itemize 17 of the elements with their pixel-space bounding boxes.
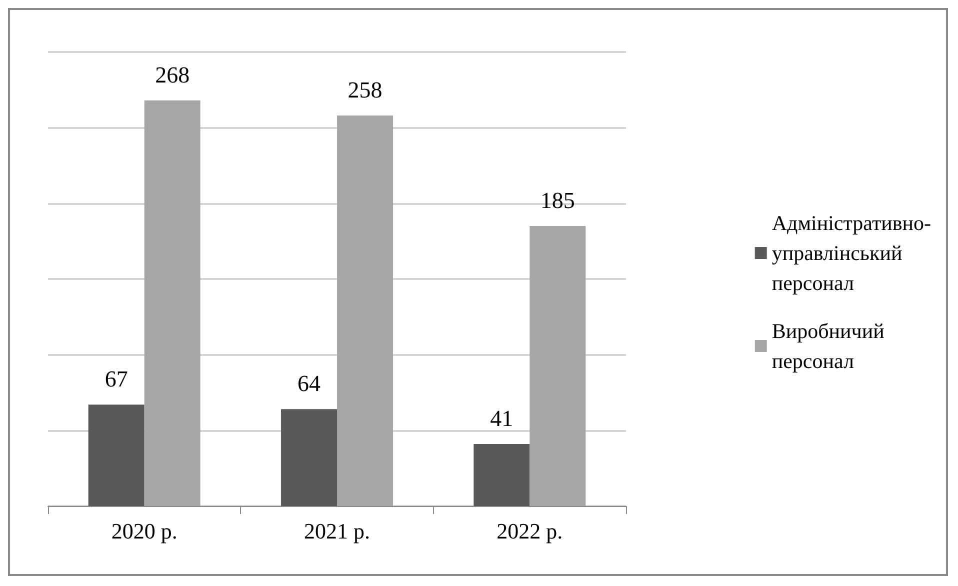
bar: [144, 100, 200, 506]
legend-label: Адміністративно-управлінський персонал: [772, 211, 932, 295]
data-label: 64: [298, 371, 321, 396]
x-tick-label: 2022 р.: [496, 518, 563, 544]
data-label: 185: [540, 188, 575, 214]
legend-label: Виробничий персонал: [772, 319, 884, 373]
data-label: 67: [104, 366, 128, 392]
bar: [530, 226, 586, 506]
x-tick-label: 2021 р.: [304, 518, 370, 544]
bar: [474, 444, 530, 506]
bar: [337, 116, 393, 506]
data-label: 268: [155, 62, 190, 88]
x-tick-label: 2020 р.: [111, 518, 178, 544]
bar: [88, 404, 144, 506]
data-label: 258: [348, 78, 382, 103]
bar: [281, 409, 337, 506]
data-label: 41: [490, 406, 514, 431]
